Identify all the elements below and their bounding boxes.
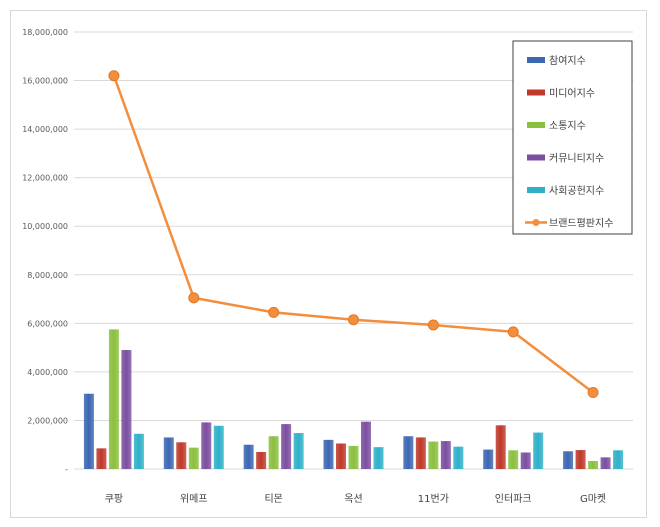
bar-소통지수-G마켓 <box>588 460 599 469</box>
legend-box <box>512 40 633 235</box>
legend-label: 커뮤니티지수 <box>549 153 604 165</box>
bar-사회공헌지수-옥션 <box>373 447 384 469</box>
y-tick-label: 10,000,000 <box>22 222 68 231</box>
bar-미디어지수-G마켓 <box>575 450 586 469</box>
bar-참여지수-옥션 <box>323 439 334 469</box>
bar-소통지수-인터파크 <box>508 450 519 469</box>
bar-커뮤니티지수-11번가 <box>440 441 451 469</box>
bar-사회공헌지수-위메프 <box>213 425 224 469</box>
bar-커뮤니티지수-옥션 <box>361 421 371 469</box>
bar-소통지수-쿠팡 <box>108 329 119 469</box>
bar-사회공헌지수-쿠팡 <box>133 433 144 469</box>
y-tick-label: 2,000,000 <box>27 416 68 425</box>
legend-label: 미디어지수 <box>549 88 595 100</box>
y-tick-label: 12,000,000 <box>22 174 68 183</box>
line-point-인터파크 <box>507 326 519 338</box>
bar-미디어지수-11번가 <box>415 437 426 469</box>
y-tick-label: 14,000,000 <box>22 125 68 134</box>
line-point-11번가 <box>427 319 439 331</box>
bar-커뮤니티지수-티몬 <box>281 424 292 469</box>
line-point-티몬 <box>268 306 280 318</box>
bar-소통지수-티몬 <box>268 436 279 469</box>
legend-swatch <box>527 154 545 161</box>
legend-label: 참여지수 <box>549 55 586 67</box>
x-axis-ticks: 쿠팡 위메프 티몬 옥션 11번가 인터파크 G마켓 <box>105 492 606 505</box>
bar-사회공헌지수-티몬 <box>293 433 304 469</box>
y-tick-label: 6,000,000 <box>27 319 68 328</box>
x-tick-label: 위메프 <box>180 492 208 505</box>
bar-사회공헌지수-인터파크 <box>533 432 544 469</box>
x-tick-label: G마켓 <box>580 493 606 505</box>
legend-label: 브랜드평판지수 <box>549 218 613 230</box>
legend-swatch-marker <box>532 219 540 226</box>
line-point-G마켓 <box>587 387 599 399</box>
bar-사회공헌지수-11번가 <box>453 446 464 469</box>
bar-소통지수-위메프 <box>188 447 199 469</box>
brand-line <box>108 70 599 399</box>
bar-참여지수-위메프 <box>163 437 174 469</box>
x-tick-label: 옥션 <box>344 493 362 505</box>
bar-미디어지수-티몬 <box>256 452 267 469</box>
bar-커뮤니티지수-위메프 <box>201 422 212 469</box>
bar-사회공헌지수-G마켓 <box>613 450 624 469</box>
x-tick-label: 11번가 <box>418 493 449 505</box>
bar-미디어지수-옥션 <box>336 443 346 469</box>
legend-swatch <box>527 57 545 63</box>
y-tick-label: 16,000,000 <box>22 77 68 86</box>
line-point-쿠팡 <box>108 70 120 82</box>
y-tick-label: 18,000,000 <box>22 28 68 37</box>
line-point-옥션 <box>348 314 359 326</box>
line-point-위메프 <box>188 292 200 304</box>
legend-label: 소통지수 <box>549 120 586 132</box>
bar-소통지수-옥션 <box>348 445 359 469</box>
bar-참여지수-티몬 <box>243 444 254 469</box>
bar-커뮤니티지수-G마켓 <box>600 457 611 469</box>
bar-소통지수-11번가 <box>428 441 439 469</box>
y-axis-ticks: - 2,000,000 4,000,000 6,000,000 8,000,000 10,… <box>22 28 68 474</box>
y-tick-label: - <box>65 465 68 474</box>
bar-참여지수-인터파크 <box>483 449 494 469</box>
bar-미디어지수-쿠팡 <box>96 448 107 469</box>
y-tick-label: 4,000,000 <box>27 368 68 377</box>
bar-참여지수-쿠팡 <box>83 393 94 469</box>
bar-커뮤니티지수-인터파크 <box>520 452 531 469</box>
bar-참여지수-11번가 <box>403 436 414 469</box>
x-tick-label: 쿠팡 <box>105 493 123 505</box>
x-tick-label: 티몬 <box>264 493 282 505</box>
bar-커뮤니티지수-쿠팡 <box>121 350 132 469</box>
legend-swatch <box>527 89 545 96</box>
x-tick-label: 인터파크 <box>495 493 532 505</box>
bars <box>83 329 624 469</box>
chart-svg: - 2,000,000 4,000,000 6,000,000 8,000,000 10,… <box>22 28 633 505</box>
bar-미디어지수-인터파크 <box>495 425 506 469</box>
legend-swatch <box>527 122 545 128</box>
y-tick-label: 8,000,000 <box>27 271 68 280</box>
legend-swatch <box>527 187 545 193</box>
bar-참여지수-G마켓 <box>563 451 574 469</box>
chart-frame: - 2,000,000 4,000,000 6,000,000 8,000,000 10,… <box>10 10 647 518</box>
legend-label: 사회공헌지수 <box>549 185 604 197</box>
bar-미디어지수-위메프 <box>176 442 187 469</box>
